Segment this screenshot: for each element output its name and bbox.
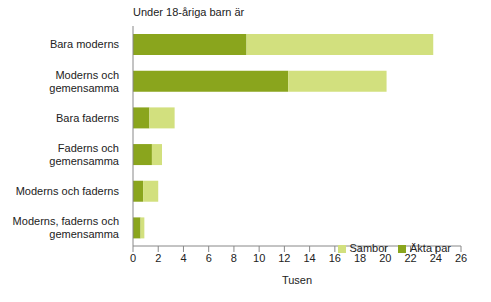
svg-text:0: 0 [130,252,136,264]
svg-text:8: 8 [231,252,237,264]
svg-text:10: 10 [253,252,265,264]
html-text:Under 18-åriga barn är: Under 18-åriga barn är [133,6,245,18]
svg-text:6: 6 [206,252,212,264]
svg-text:22: 22 [404,252,416,264]
svg-text:18: 18 [354,252,366,264]
svg-text:20: 20 [379,252,391,264]
svg-text:Moderns och faderns: Moderns och faderns [16,185,120,197]
svg-text:14: 14 [303,252,315,264]
svg-text:26: 26 [455,252,467,264]
svg-text:16: 16 [329,252,341,264]
svg-text:Tusen: Tusen [282,274,312,286]
svg-text:Moderns ochgemensamma: Moderns ochgemensamma [49,69,120,94]
svg-text:Bara faderns: Bara faderns [56,112,119,124]
html-text:Sambor: Sambor [349,242,388,254]
svg-text:Moderns, faderns ochgemensamma: Moderns, faderns ochgemensamma [13,215,120,240]
svg-text:12: 12 [278,252,290,264]
svg-text:Bara moderns: Bara moderns [50,38,120,50]
svg-text:24: 24 [430,252,442,264]
svg-text:4: 4 [180,252,186,264]
svg-text:Faderns ochgemensamma: Faderns ochgemensamma [49,142,120,167]
svg-text:2: 2 [155,252,161,264]
html-text:Äkta par: Äkta par [410,242,451,254]
